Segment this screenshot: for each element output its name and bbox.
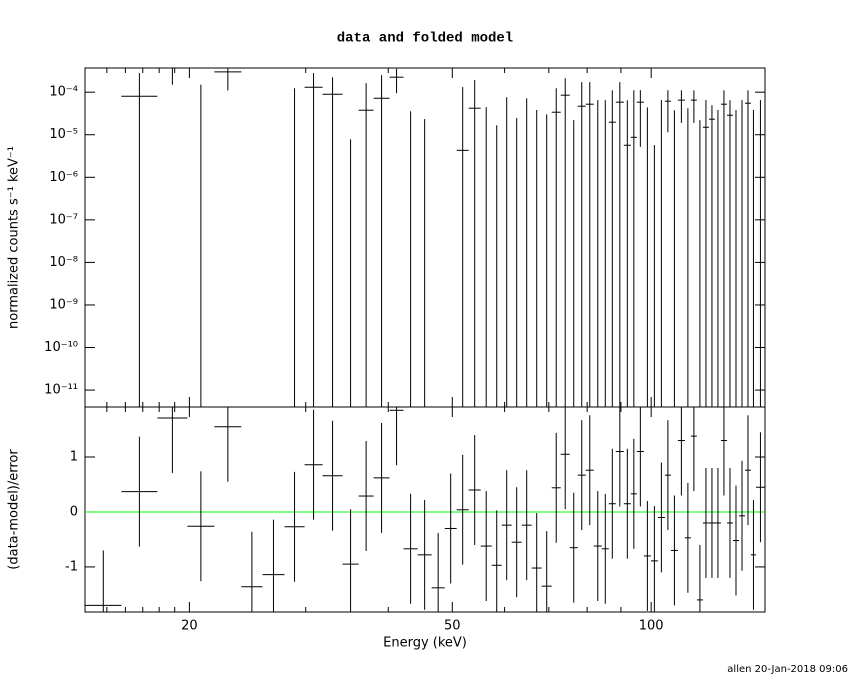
- y-tick-label: -1: [65, 559, 78, 574]
- y-axis-label: (data-model)/error: [7, 449, 22, 570]
- footer: allen 20-Jan-2018 09:06: [727, 664, 848, 675]
- x-tick-label: 100: [639, 619, 664, 634]
- data-group: [121, 68, 761, 407]
- y-tick-label: 1: [70, 450, 78, 465]
- x-axis-label: Energy (keV): [383, 636, 467, 651]
- y-tick-label: 0: [70, 504, 78, 519]
- y-axis-label: normalized counts s⁻¹ keV⁻¹: [7, 146, 22, 329]
- plot-frame: [84, 406, 766, 613]
- y-tick-label: 10⁻⁴: [49, 85, 78, 100]
- y-tick-label: 10⁻¹¹: [44, 383, 78, 398]
- y-tick-label: 10⁻⁹: [49, 297, 78, 312]
- y-tick-label: 10⁻⁷: [49, 212, 78, 227]
- x-tick-label: 50: [444, 619, 461, 634]
- data-group: [85, 407, 765, 612]
- chart-title: data and folded model: [337, 31, 513, 47]
- y-tick-label: 10⁻⁶: [49, 170, 78, 185]
- y-tick-label: 10⁻¹⁰: [44, 340, 78, 355]
- y-tick-label: 10⁻⁵: [49, 127, 78, 142]
- x-tick-label: 20: [181, 619, 198, 634]
- y-tick-label: 10⁻⁸: [49, 255, 78, 270]
